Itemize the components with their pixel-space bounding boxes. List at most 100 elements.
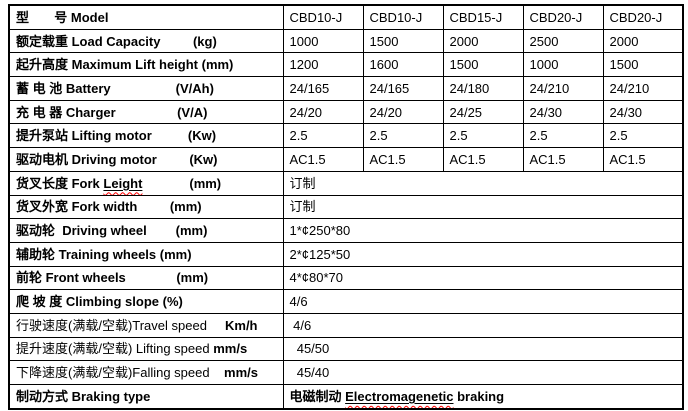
cell-charger-5: 24/30 <box>602 99 684 125</box>
row-label-driving-motor: 驱动电机 Driving motor (Kw) <box>8 147 284 172</box>
cell-charger-1: 24/20 <box>282 99 364 125</box>
text-segment: mm/s <box>213 341 248 357</box>
table-row-max-lift-height: 起升高度 Maximum Lift height (mm) 1200 1600 150… <box>8 52 684 78</box>
cell-lifting-motor-2: 2.5 <box>362 123 444 149</box>
row-label-training-wheels: 辅助轮 Training wheels (mm) <box>8 241 284 267</box>
table-row-climbing-slope: 爬 坡 度 Climbing slope (%) 4/6 <box>8 289 684 314</box>
row-label-max-lift-height: 起升高度 Maximum Lift height (mm) <box>8 52 284 78</box>
text-segment: braking <box>453 388 505 404</box>
cell-model-2: CBD10-J <box>362 4 444 30</box>
row-label-fork-length: 货叉长度 Fork Leight (mm) <box>8 170 284 196</box>
cell-load-capacity-1: 1000 <box>282 28 364 54</box>
cell-battery-5: 24/210 <box>602 76 684 101</box>
table-row-falling-speed: 下降速度(满载/空载)Falling speed mm/s 45/40 <box>8 360 684 385</box>
cell-load-capacity-5: 2000 <box>602 28 684 54</box>
misspelled-word: Electromagenetic <box>345 389 453 404</box>
cell-braking-type-merged: 电磁制动 Electromagenetic braking <box>282 383 684 410</box>
text-segment: 驱动电机 Driving motor (Kw) <box>16 151 218 167</box>
text-segment: 货叉长度 Fork <box>16 175 104 191</box>
row-label-travel-speed: 行驶速度(满载/空载)Travel speed Km/h <box>8 312 284 338</box>
table-row-charger: 充 电 器 Charger (V/A) 24/20 24/20 24/25 24/30 2… <box>8 99 684 125</box>
table-row-fork-length: 货叉长度 Fork Leight (mm) 订制 <box>8 170 684 196</box>
cell-falling-speed-merged: 45/40 <box>282 360 684 385</box>
cell-max-lift-height-4: 1000 <box>522 52 604 78</box>
text-segment: 4/6 <box>289 317 312 333</box>
cell-battery-2: 24/165 <box>362 76 444 101</box>
cell-model-3: CBD15-J <box>442 4 524 30</box>
row-label-charger: 充 电 器 Charger (V/A) <box>8 99 284 125</box>
cell-lifting-motor-4: 2.5 <box>522 123 604 149</box>
cell-load-capacity-2: 1500 <box>362 28 444 54</box>
cell-training-wheels-merged: 2*¢125*50 <box>282 241 684 267</box>
row-label-battery: 蓄 电 池 Battery (V/Ah) <box>8 76 284 101</box>
cell-charger-3: 24/25 <box>442 99 524 125</box>
text-segment: 充 电 器 Charger (V/A) <box>16 104 208 120</box>
table-row-travel-speed: 行驶速度(满载/空载)Travel speed Km/h 4/6 <box>8 312 684 338</box>
text-segment: 下降速度(满载/空载)Falling speed <box>16 365 225 381</box>
text-segment: 爬 坡 度 Climbing slope (%) <box>16 294 183 310</box>
table-row-braking-type: 制动方式 Braking type 电磁制动 Electromagenetic b… <box>8 383 684 410</box>
text-segment: 起升高度 Maximum Lift height (mm) <box>16 57 234 73</box>
text-segment: 订制 <box>289 199 316 215</box>
text-segment: 辅助轮 Training wheels (mm) <box>16 246 192 262</box>
text-segment: mm/s <box>224 365 259 381</box>
text-segment: 45/50 <box>289 341 330 357</box>
text-segment: (mm) <box>142 175 222 191</box>
row-label-load-capacity: 额定载重 Load Capacity (kg) <box>8 28 284 54</box>
cell-lifting-motor-3: 2.5 <box>442 123 524 149</box>
text-segment: 电磁制动 <box>289 388 346 404</box>
table-row-lifting-motor: 提升泵站 Lifting motor (Kw) 2.5 2.5 2.5 2.5 2.5 <box>8 123 684 149</box>
cell-lifting-motor-5: 2.5 <box>602 123 684 149</box>
cell-travel-speed-merged: 4/6 <box>282 312 684 338</box>
row-label-front-wheels: 前轮 Front wheels (mm) <box>8 265 284 291</box>
cell-driving-motor-4: AC1.5 <box>522 147 604 172</box>
table-row-model: 型 号 Model CBD10-J CBD10-J CBD15-J CBD20-J CBD… <box>8 4 684 30</box>
text-segment: 1*¢250*80 <box>289 223 351 239</box>
cell-max-lift-height-3: 1500 <box>442 52 524 78</box>
table-row-front-wheels: 前轮 Front wheels (mm) 4*¢80*70 <box>8 265 684 291</box>
row-label-lifting-speed: 提升速度(满载/空载) Lifting speed mm/s <box>8 336 284 362</box>
table-row-load-capacity: 额定载重 Load Capacity (kg) 1000 1500 2000 2500 2… <box>8 28 684 54</box>
table-row-training-wheels: 辅助轮 Training wheels (mm) 2*¢125*50 <box>8 241 684 267</box>
cell-driving-motor-2: AC1.5 <box>362 147 444 172</box>
text-segment: 货叉外宽 Fork width (mm) <box>16 199 202 215</box>
row-label-model: 型 号 Model <box>8 4 284 30</box>
row-label-braking-type: 制动方式 Braking type <box>8 383 284 410</box>
cell-driving-motor-3: AC1.5 <box>442 147 524 172</box>
text-segment: 4/6 <box>289 294 308 310</box>
cell-driving-motor-1: AC1.5 <box>282 147 364 172</box>
cell-charger-2: 24/20 <box>362 99 444 125</box>
text-segment: 前轮 Front wheels (mm) <box>16 270 209 286</box>
cell-battery-3: 24/180 <box>442 76 524 101</box>
text-segment: 45/40 <box>289 365 330 381</box>
cell-climbing-slope-merged: 4/6 <box>282 289 684 314</box>
table-row-driving-motor: 驱动电机 Driving motor (Kw) AC1.5 AC1.5 AC1.5 AC… <box>8 147 684 172</box>
row-label-driving-wheel: 驱动轮 Driving wheel (mm) <box>8 218 284 243</box>
cell-max-lift-height-1: 1200 <box>282 52 364 78</box>
cell-lifting-motor-1: 2.5 <box>282 123 364 149</box>
row-label-lifting-motor: 提升泵站 Lifting motor (Kw) <box>8 123 284 149</box>
text-segment: 制动方式 Braking type <box>16 388 151 404</box>
text-segment: 4*¢80*70 <box>289 270 344 286</box>
cell-load-capacity-4: 2500 <box>522 28 604 54</box>
text-segment: 行驶速度(满载/空载)Travel speed <box>16 317 225 333</box>
cell-max-lift-height-5: 1500 <box>602 52 684 78</box>
table-row-lifting-speed: 提升速度(满载/空载) Lifting speed mm/s 45/50 <box>8 336 684 362</box>
row-label-fork-width: 货叉外宽 Fork width (mm) <box>8 194 284 220</box>
text-segment: 订制 <box>289 175 316 191</box>
cell-driving-wheel-merged: 1*¢250*80 <box>282 218 684 243</box>
misspelled-word-text: Leight <box>103 175 143 191</box>
cell-model-5: CBD20-J <box>602 4 684 30</box>
table-row-fork-width: 货叉外宽 Fork width (mm) 订制 <box>8 194 684 220</box>
cell-load-capacity-3: 2000 <box>442 28 524 54</box>
cell-model-4: CBD20-J <box>522 4 604 30</box>
table-row-battery: 蓄 电 池 Battery (V/Ah) 24/165 24/165 24/180 24… <box>8 76 684 101</box>
cell-battery-4: 24/210 <box>522 76 604 101</box>
text-segment: 蓄 电 池 Battery (V/Ah) <box>16 80 214 96</box>
misspelled-word-text: Electromagenetic <box>345 388 454 404</box>
cell-lifting-speed-merged: 45/50 <box>282 336 684 362</box>
row-label-falling-speed: 下降速度(满载/空载)Falling speed mm/s <box>8 360 284 385</box>
cell-front-wheels-merged: 4*¢80*70 <box>282 265 684 291</box>
text-segment: 提升泵站 Lifting motor (Kw) <box>16 128 217 144</box>
